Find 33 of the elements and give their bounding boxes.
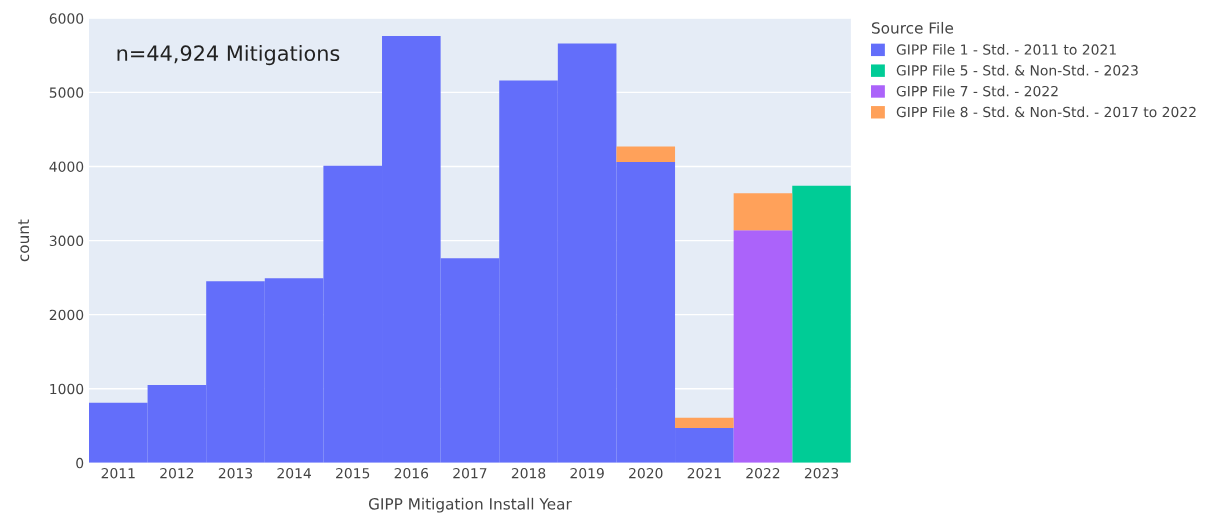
y-tick-label: 4000: [49, 161, 84, 172]
y-tick-label: 0: [76, 457, 84, 469]
x-tick-label: 2012: [160, 467, 194, 479]
bar: [792, 185, 851, 463]
y-tick-label: 3000: [49, 235, 84, 247]
x-tick-label: 2022: [746, 467, 780, 479]
x-tick-label: 2018: [511, 467, 546, 479]
y-tick-label: 1000: [50, 383, 84, 395]
bar: [616, 146, 676, 163]
bar: [733, 193, 793, 231]
legend-label: GIPP File 5 - Std. & Non-Std. - 2023: [896, 64, 1138, 76]
x-tick-label: 2015: [336, 467, 370, 479]
legend-label: GIPP File 8 - Std. & Non-Std. - 2017 to 2022: [896, 106, 1196, 118]
annotation: n=44,924 Mitigations: [117, 44, 340, 66]
legend-label: GIPP File 1 - Std. - 2011 to 2021: [896, 44, 1116, 55]
x-tick-label: 2019: [570, 467, 604, 479]
y-tick-label: 5000: [49, 87, 84, 98]
y-axis-title: count: [18, 219, 30, 262]
legend-title: Source File: [871, 21, 954, 34]
x-tick-label: 2023: [804, 467, 839, 479]
x-tick-label: 2014: [277, 467, 311, 479]
x-tick-label: 2013: [218, 467, 253, 479]
x-tick-label: 2016: [394, 467, 429, 479]
legend-label: GIPP File 7 - Std. - 2022: [896, 85, 1058, 97]
bar: [675, 417, 734, 429]
y-tick-label: 6000: [49, 13, 84, 24]
bar: [733, 230, 793, 463]
x-tick-label: 2011: [101, 467, 135, 479]
y-tick-label: 2000: [49, 309, 84, 321]
x-tick-label: 2020: [629, 467, 663, 479]
x-tick-label: 2017: [453, 467, 487, 479]
x-axis-title: GIPP Mitigation Install Year: [368, 497, 572, 513]
x-tick-label: 2021: [687, 467, 721, 479]
